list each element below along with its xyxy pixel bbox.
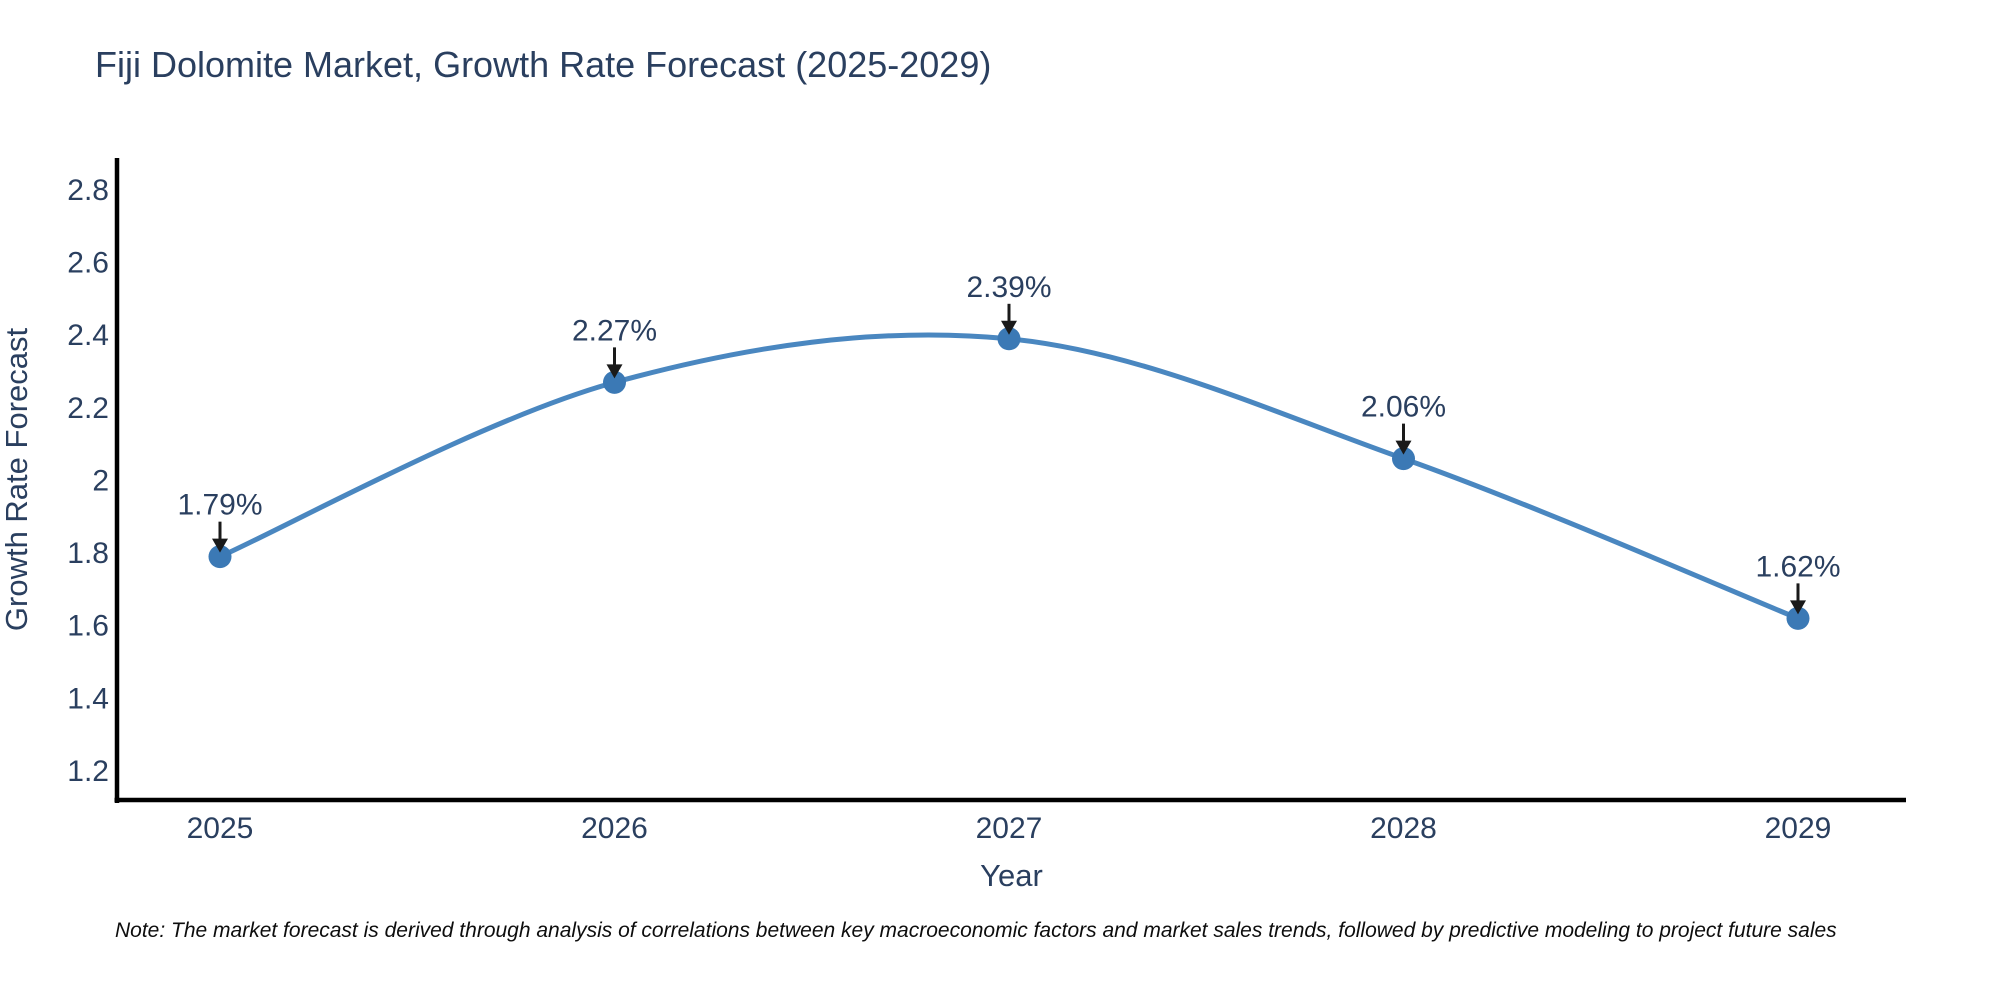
x-tick-label: 2025 (187, 812, 254, 845)
data-point-marker[interactable] (603, 370, 626, 394)
y-tick-label: 2.2 (67, 392, 109, 425)
x-tick-label: 2026 (581, 812, 648, 845)
x-axis-title: Year (980, 858, 1043, 893)
data-point-marker[interactable] (208, 545, 232, 569)
point-label: 2.39% (966, 271, 1051, 304)
point-label: 1.62% (1755, 550, 1840, 583)
footnote: Note: The market forecast is derived thr… (115, 919, 1837, 942)
y-tick-label: 1.8 (67, 537, 109, 570)
data-point-marker[interactable] (1392, 447, 1415, 471)
x-tick-label: 2029 (1765, 812, 1832, 845)
y-tick-label: 1.4 (67, 682, 109, 715)
x-tick-label: 2028 (1370, 812, 1437, 845)
point-label: 2.06% (1361, 391, 1446, 424)
point-label: 2.27% (572, 314, 657, 347)
y-tick-label: 2.4 (67, 319, 109, 352)
data-point-marker[interactable] (1786, 606, 1810, 630)
annotation-arrowhead (1790, 600, 1806, 615)
x-tick-label: 2027 (976, 812, 1043, 845)
y-tick-label: 2.8 (67, 174, 109, 207)
y-tick-label: 1.6 (67, 610, 109, 643)
annotation-arrowhead (1395, 440, 1412, 455)
annotation-arrowhead (1001, 320, 1017, 335)
y-tick-label: 1.2 (67, 755, 109, 788)
point-label: 1.79% (177, 489, 262, 522)
y-tick-label: 2.6 (67, 247, 109, 280)
annotation-arrowhead (606, 364, 623, 379)
annotation-arrowhead (212, 538, 228, 553)
series-line (217, 332, 1801, 621)
y-axis-title: Growth Rate Forecast (0, 328, 34, 632)
chart-title: Fiji Dolomite Market, Growth Rate Foreca… (95, 44, 992, 85)
y-tick-label: 2 (92, 464, 109, 497)
data-point-marker[interactable] (997, 327, 1021, 351)
